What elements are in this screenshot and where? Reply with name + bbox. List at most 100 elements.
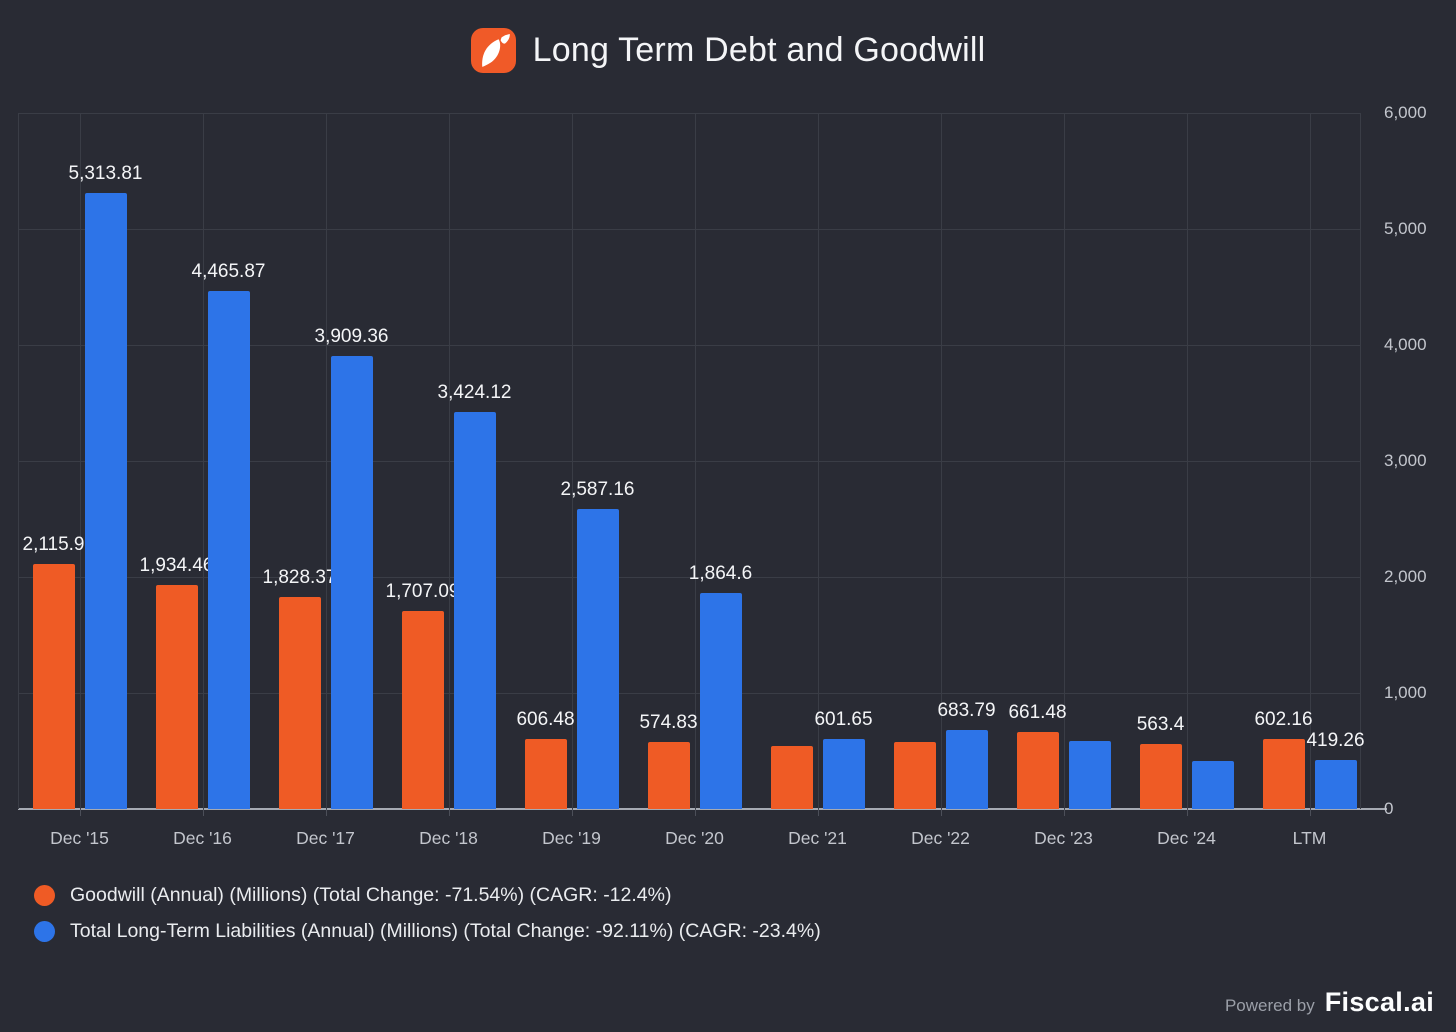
value-label-total-long-term-liabilities-ltm: 419.26 bbox=[1306, 730, 1365, 752]
gridline-h-3000 bbox=[18, 461, 1360, 462]
y-axis-label-0: 0 bbox=[1384, 799, 1394, 818]
value-label-total-long-term-liabilities-dec-15: 5,313.81 bbox=[68, 162, 143, 184]
fiscal-leaf-icon bbox=[470, 28, 516, 73]
plot-area: Dec '15 2,115.9 5,313.81 Dec '16 1,934.46 4,4… bbox=[18, 113, 1387, 848]
bar-goodwill-dec-24 bbox=[1139, 743, 1182, 809]
x-axis-tick-dec-18 bbox=[448, 809, 450, 816]
value-label-total-long-term-liabilities-dec-20: 1,864.6 bbox=[688, 562, 753, 584]
x-axis-tick-dec-16 bbox=[202, 809, 204, 816]
x-axis-label-dec-24: Dec '24 bbox=[1157, 828, 1216, 848]
bar-goodwill-dec-22 bbox=[893, 741, 936, 809]
gridline-h-6000 bbox=[18, 113, 1360, 114]
gridline-v-dec-15 bbox=[79, 113, 81, 809]
gridline-v-dec-19 bbox=[571, 113, 573, 809]
footer: Powered by Fiscal.ai bbox=[1225, 987, 1434, 1018]
gridline-v-dec-22 bbox=[940, 113, 942, 809]
value-label-goodwill-dec-24: 563.4 bbox=[1136, 713, 1185, 735]
legend-item-liabilities[interactable]: Total Long-Term Liabilities (Annual) (Mi… bbox=[34, 920, 821, 943]
bar-total-long-term-liabilities-dec-22 bbox=[945, 729, 988, 809]
gridline-v-dec-16 bbox=[202, 113, 204, 809]
value-label-total-long-term-liabilities-dec-16: 4,465.87 bbox=[191, 260, 266, 282]
x-axis-label-dec-19: Dec '19 bbox=[542, 828, 601, 848]
value-label-goodwill-dec-15: 2,115.9 bbox=[22, 533, 85, 555]
plot-border-left bbox=[18, 113, 19, 809]
legend-label-goodwill: Goodwill (Annual) (Millions) (Total Chan… bbox=[70, 884, 672, 906]
bar-goodwill-ltm bbox=[1262, 739, 1305, 809]
x-axis-tick-dec-22 bbox=[940, 809, 942, 816]
value-label-total-long-term-liabilities-dec-21: 601.65 bbox=[814, 709, 873, 731]
y-axis-label-1000: 1,000 bbox=[1384, 683, 1427, 702]
x-axis-tick-dec-23 bbox=[1063, 809, 1065, 816]
bar-total-long-term-liabilities-dec-19 bbox=[576, 508, 619, 809]
value-label-goodwill-dec-18: 1,707.09 bbox=[385, 580, 460, 602]
x-axis-label-dec-20: Dec '20 bbox=[665, 828, 724, 848]
chart-header: Long Term Debt and Goodwill bbox=[0, 28, 1456, 73]
bar-total-long-term-liabilities-dec-16 bbox=[207, 290, 250, 809]
gridline-v-dec-23 bbox=[1063, 113, 1065, 809]
legend: Goodwill (Annual) (Millions) (Total Chan… bbox=[34, 884, 821, 943]
bar-goodwill-dec-21 bbox=[770, 746, 813, 809]
value-label-goodwill-ltm: 602.16 bbox=[1254, 709, 1313, 731]
value-label-total-long-term-liabilities-dec-22: 683.79 bbox=[937, 699, 996, 721]
y-axis-label-4000: 4,000 bbox=[1384, 335, 1427, 354]
value-label-goodwill-dec-16: 1,934.46 bbox=[139, 554, 214, 576]
x-axis-label-ltm: LTM bbox=[1292, 828, 1327, 848]
gridline-h-2000 bbox=[18, 577, 1360, 578]
gridline-h-5000 bbox=[18, 229, 1360, 230]
gridline-v-dec-21 bbox=[817, 113, 819, 809]
bar-total-long-term-liabilities-dec-23 bbox=[1068, 741, 1111, 809]
gridline-v-dec-24 bbox=[1186, 113, 1188, 809]
bar-goodwill-dec-17 bbox=[278, 596, 321, 809]
gridline-v-dec-17 bbox=[325, 113, 327, 809]
value-label-goodwill-dec-19: 606.48 bbox=[516, 708, 575, 730]
x-axis-label-dec-17: Dec '17 bbox=[296, 828, 355, 848]
x-axis-tick-dec-20 bbox=[694, 809, 696, 816]
gridline-h-4000 bbox=[18, 345, 1360, 346]
bar-total-long-term-liabilities-ltm bbox=[1314, 760, 1357, 809]
bar-total-long-term-liabilities-dec-24 bbox=[1191, 761, 1234, 809]
x-axis-tick-dec-19 bbox=[571, 809, 573, 816]
bar-total-long-term-liabilities-dec-21 bbox=[822, 739, 865, 809]
value-label-total-long-term-liabilities-dec-18: 3,424.12 bbox=[437, 381, 512, 403]
bar-goodwill-dec-20 bbox=[647, 742, 690, 809]
liabilities-series-dot-icon bbox=[34, 921, 55, 942]
x-axis-tick-dec-17 bbox=[325, 809, 327, 816]
x-axis-label-dec-15: Dec '15 bbox=[50, 828, 109, 848]
goodwill-series-dot-icon bbox=[34, 885, 55, 906]
x-axis-tick-ltm bbox=[1309, 809, 1311, 816]
x-axis-label-dec-22: Dec '22 bbox=[911, 828, 970, 848]
gridline-v-ltm bbox=[1309, 113, 1311, 809]
value-label-goodwill-dec-23: 661.48 bbox=[1008, 702, 1067, 724]
x-axis-label-dec-21: Dec '21 bbox=[788, 828, 847, 848]
y-axis-label-2000: 2,000 bbox=[1384, 567, 1427, 586]
value-label-total-long-term-liabilities-dec-19: 2,587.16 bbox=[560, 478, 635, 500]
x-axis-tick-dec-24 bbox=[1186, 809, 1188, 816]
bar-goodwill-dec-15 bbox=[32, 563, 75, 809]
bar-goodwill-dec-16 bbox=[155, 584, 198, 809]
y-axis-label-3000: 3,000 bbox=[1384, 451, 1427, 470]
y-axis-label-5000: 5,000 bbox=[1384, 219, 1427, 238]
bar-goodwill-dec-23 bbox=[1016, 732, 1059, 809]
value-label-total-long-term-liabilities-dec-17: 3,909.36 bbox=[314, 325, 389, 347]
value-label-goodwill-dec-20: 574.83 bbox=[639, 712, 698, 734]
x-axis-label-dec-18: Dec '18 bbox=[419, 828, 478, 848]
fiscal-ai-brand-link[interactable]: Fiscal.ai bbox=[1324, 987, 1434, 1017]
legend-label-liabilities: Total Long-Term Liabilities (Annual) (Mi… bbox=[70, 920, 821, 942]
x-axis-line bbox=[18, 808, 1387, 810]
gridline-v-dec-18 bbox=[448, 113, 450, 809]
y-axis-label-6000: 6,000 bbox=[1384, 103, 1427, 122]
bar-goodwill-dec-19 bbox=[524, 738, 567, 809]
powered-by-label: Powered by bbox=[1224, 996, 1315, 1015]
bar-total-long-term-liabilities-dec-18 bbox=[453, 411, 496, 809]
bar-total-long-term-liabilities-dec-20 bbox=[699, 592, 742, 809]
legend-item-goodwill[interactable]: Goodwill (Annual) (Millions) (Total Chan… bbox=[34, 884, 821, 907]
gridline-v-dec-20 bbox=[694, 113, 696, 809]
bar-goodwill-dec-18 bbox=[401, 610, 444, 809]
x-axis-tick-dec-21 bbox=[817, 809, 819, 816]
x-axis-tick-dec-15 bbox=[79, 809, 81, 816]
value-label-goodwill-dec-17: 1,828.37 bbox=[262, 566, 337, 588]
bar-total-long-term-liabilities-dec-15 bbox=[84, 192, 127, 809]
bar-total-long-term-liabilities-dec-17 bbox=[330, 355, 373, 809]
page-title: Long Term Debt and Goodwill bbox=[532, 31, 986, 69]
x-axis-label-dec-23: Dec '23 bbox=[1034, 828, 1093, 848]
